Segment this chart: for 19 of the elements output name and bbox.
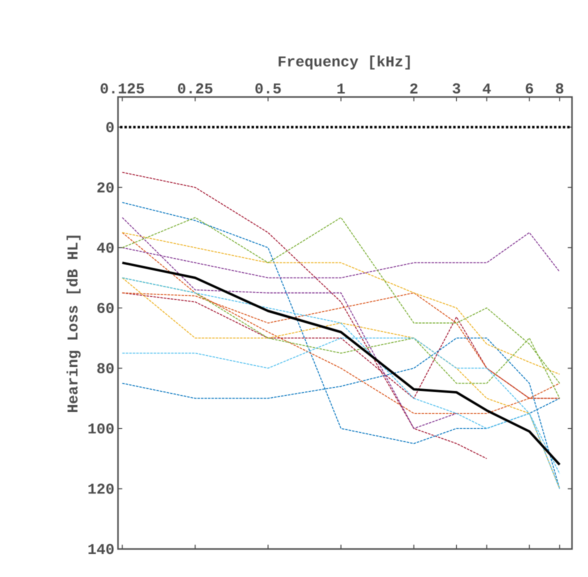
x-tick-label: 2 [410, 83, 418, 94]
y-tick-label: 80 [97, 363, 114, 374]
x-tick-label: 0.5 [255, 83, 281, 94]
y-tick-label: 100 [88, 423, 114, 434]
x-axis-title: Frequency [kHz] [278, 55, 410, 70]
x-tick-label: 0.25 [178, 83, 212, 94]
y-tick-label: 40 [96, 242, 114, 253]
y-tick-label: 120 [88, 484, 114, 494]
x-tick-label: 3 [452, 83, 460, 94]
x-tick-label: 1 [337, 84, 345, 94]
y-tick-label: 60 [97, 302, 114, 314]
x-tick-label: 8 [556, 83, 564, 94]
x-tick-label: 4 [482, 84, 491, 94]
y-tick-label: 140 [88, 544, 114, 554]
y-axis-title: Hearing Loss [dB HL] [66, 236, 81, 412]
y-tick-label: 20 [97, 182, 114, 192]
x-tick-label: 6 [526, 83, 534, 94]
y-tick-label: 0 [106, 122, 114, 132]
x-tick-label: 0.125 [100, 83, 144, 94]
